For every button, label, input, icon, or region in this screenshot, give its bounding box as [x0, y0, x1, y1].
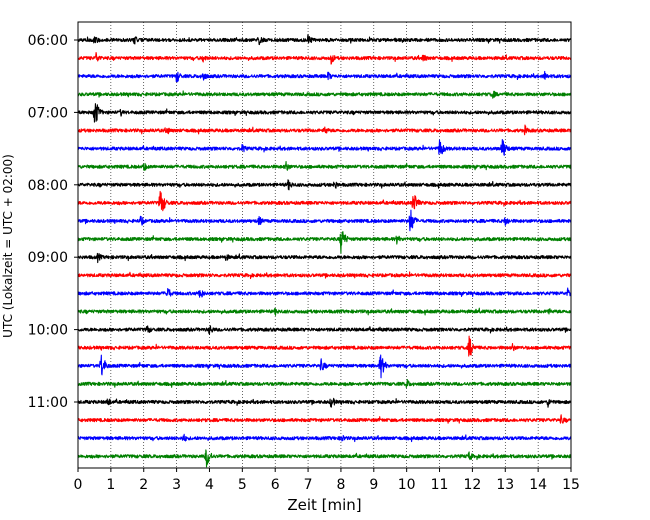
x-tick-label: 12 — [463, 477, 481, 493]
trace-1030 — [77, 354, 572, 379]
x-tick-label: 8 — [336, 477, 345, 493]
y-axis-title: UTC (Lokalzeit = UTC + 02:00) — [1, 154, 15, 338]
x-tick-label: 6 — [271, 477, 280, 493]
trace-0830 — [77, 209, 572, 232]
trace-1045 — [77, 379, 572, 389]
trace-0600 — [77, 33, 572, 46]
trace-0930 — [77, 287, 572, 298]
y-tick-label: 09:00 — [28, 250, 68, 266]
trace-1115 — [77, 414, 572, 424]
trace-0845 — [77, 231, 572, 254]
x-tick-label: 0 — [74, 477, 83, 493]
trace-1015 — [77, 335, 572, 357]
x-tick-label: 15 — [562, 477, 580, 493]
trace-0630 — [77, 70, 572, 83]
x-tick-label: 13 — [496, 477, 514, 493]
trace-1130 — [77, 433, 572, 443]
trace-0800 — [77, 179, 572, 191]
x-tick-label: 3 — [172, 477, 181, 493]
x-axis: 0 1 2 3 4 5 6 7 8 9 10 11 12 13 14 15 — [74, 468, 580, 493]
x-tick-label: 7 — [304, 477, 313, 493]
trace-0645 — [77, 90, 572, 99]
plot-frame — [77, 21, 572, 469]
trace-0945 — [77, 307, 572, 316]
trace-1000 — [77, 325, 572, 336]
x-tick-label: 14 — [529, 477, 547, 493]
x-axis-title: Zeit [min] — [287, 496, 361, 514]
trace-0700 — [77, 103, 572, 123]
trace-group — [77, 33, 572, 468]
trace-0900 — [77, 252, 572, 264]
x-tick-label: 11 — [431, 477, 449, 493]
trace-0745 — [77, 161, 572, 171]
y-tick-label: 07:00 — [28, 105, 68, 121]
x-tick-label: 1 — [106, 477, 115, 493]
trace-0615 — [77, 51, 572, 65]
trace-0915 — [77, 271, 572, 280]
x-tick-label: 9 — [369, 477, 378, 493]
trace-0715 — [77, 124, 572, 136]
trace-0730 — [77, 139, 572, 156]
x-tick-label: 4 — [205, 477, 214, 493]
x-tick-label: 10 — [398, 477, 416, 493]
y-tick-label: 08:00 — [28, 178, 68, 194]
y-tick-label: 06:00 — [28, 33, 68, 49]
trace-1145 — [77, 449, 572, 468]
y-axis: 06:00 07:00 08:00 09:00 10:00 11:00 — [28, 33, 78, 411]
trace-1100 — [77, 397, 572, 408]
trace-0815 — [77, 190, 572, 212]
plot-background — [78, 22, 571, 468]
y-tick-label: 11:00 — [28, 395, 68, 411]
x-tick-label: 2 — [139, 477, 148, 493]
x-tick-label: 5 — [238, 477, 247, 493]
y-tick-label: 10:00 — [28, 323, 68, 339]
